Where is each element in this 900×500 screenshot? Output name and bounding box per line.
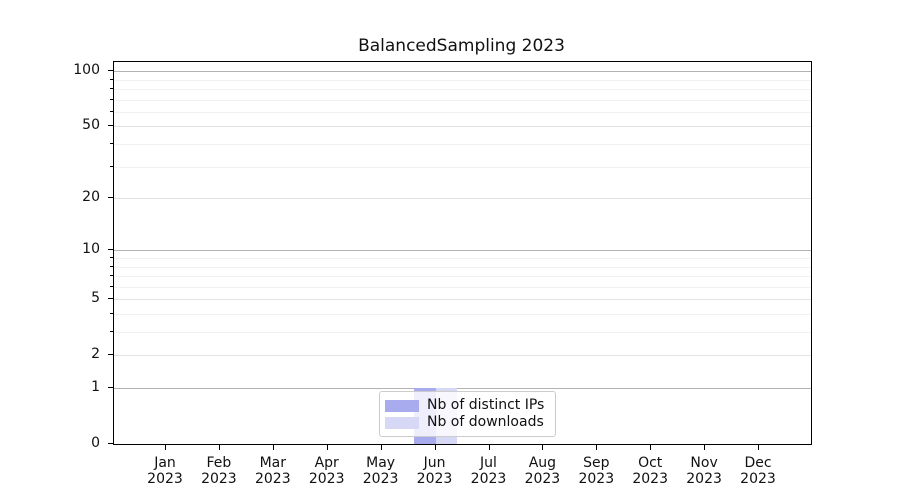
y-tick-label: 5 <box>91 290 100 307</box>
chart-title: BalancedSampling 2023 <box>358 36 565 56</box>
minor-gridline <box>114 88 811 90</box>
x-tick-mark <box>596 445 598 450</box>
y-tick-label: 100 <box>73 62 100 79</box>
minor-gridline <box>114 313 811 315</box>
plot-area: Nb of distinct IPs Nb of downloads <box>113 61 812 445</box>
y-tick-mark <box>108 387 113 388</box>
y-tick-mark <box>108 197 113 198</box>
y-tick-mark <box>108 125 113 127</box>
x-tick-mark <box>218 445 220 450</box>
y-tick-label: 50 <box>82 117 100 134</box>
x-tick-label: Oct 2023 <box>632 455 668 487</box>
major-gridline <box>114 388 811 389</box>
x-tick-mark <box>272 445 274 450</box>
y-minor-tick-mark <box>110 98 113 100</box>
legend-swatch-distinct-ips <box>385 399 419 412</box>
y-minor-tick-mark <box>110 275 113 276</box>
y-tick-label: 10 <box>82 241 100 258</box>
y-minor-tick-mark <box>110 312 113 314</box>
x-tick-label: Sep 2023 <box>578 455 615 487</box>
minor-gridline <box>114 286 811 288</box>
y-minor-tick-mark <box>110 142 113 144</box>
y-tick-label: 20 <box>82 189 100 205</box>
x-tick-mark <box>650 445 652 450</box>
legend-label-distinct-ips: Nb of distinct IPs <box>427 397 545 413</box>
legend-item-distinct-ips: Nb of distinct IPs <box>385 397 547 413</box>
y-tick-label: 0 <box>91 435 100 451</box>
legend: Nb of distinct IPs Nb of downloads <box>379 391 556 437</box>
x-tick-mark <box>326 445 328 450</box>
x-tick-label: Nov 2023 <box>686 455 722 487</box>
major-gridline <box>114 126 811 128</box>
y-minor-tick-mark <box>110 285 113 287</box>
x-tick-mark <box>165 445 166 450</box>
x-tick-mark <box>434 445 436 450</box>
y-minor-tick-mark <box>110 165 113 167</box>
x-tick-label: May 2023 <box>362 455 399 487</box>
minor-gridline <box>114 257 811 259</box>
y-minor-tick-mark <box>110 265 113 267</box>
x-tick-mark <box>758 445 759 450</box>
x-tick-label: Jun 2023 <box>416 455 453 487</box>
major-gridline <box>114 71 811 73</box>
x-tick-label: Jul 2023 <box>470 455 507 487</box>
y-tick-mark <box>108 70 113 72</box>
y-tick-label: 1 <box>91 379 100 395</box>
y-tick-mark <box>108 249 113 251</box>
legend-label-downloads: Nb of downloads <box>427 414 544 430</box>
minor-gridline <box>114 276 811 277</box>
y-tick-mark <box>108 443 113 444</box>
x-tick-label: Apr 2023 <box>308 455 345 487</box>
major-gridline <box>114 355 811 357</box>
x-tick-label: Aug 2023 <box>524 455 561 487</box>
y-minor-tick-mark <box>110 87 113 89</box>
y-minor-tick-mark <box>110 78 113 80</box>
x-tick-label: Jan 2023 <box>147 455 183 487</box>
minor-gridline <box>114 111 811 113</box>
minor-gridline <box>114 266 811 268</box>
y-minor-tick-mark <box>110 331 113 332</box>
y-tick-mark <box>108 298 113 300</box>
x-tick-label: Mar 2023 <box>254 455 291 487</box>
legend-swatch-downloads <box>385 416 419 429</box>
minor-gridline <box>114 99 811 101</box>
x-tick-mark <box>704 445 706 450</box>
y-minor-tick-mark <box>110 110 113 112</box>
y-tick-label: 2 <box>91 346 100 363</box>
major-gridline <box>114 299 811 301</box>
minor-gridline <box>114 79 811 81</box>
y-tick-mark <box>108 354 113 356</box>
legend-item-downloads: Nb of downloads <box>385 414 547 430</box>
x-tick-mark <box>542 445 544 450</box>
x-tick-mark <box>380 445 382 450</box>
y-minor-tick-mark <box>110 256 113 258</box>
minor-gridline <box>114 166 811 168</box>
major-gridline <box>114 250 811 252</box>
x-tick-label: Dec 2023 <box>740 455 776 487</box>
x-tick-label: Feb 2023 <box>201 455 237 487</box>
x-tick-mark <box>488 445 490 450</box>
minor-gridline <box>114 143 811 145</box>
major-gridline <box>114 198 811 199</box>
minor-gridline <box>114 332 811 333</box>
